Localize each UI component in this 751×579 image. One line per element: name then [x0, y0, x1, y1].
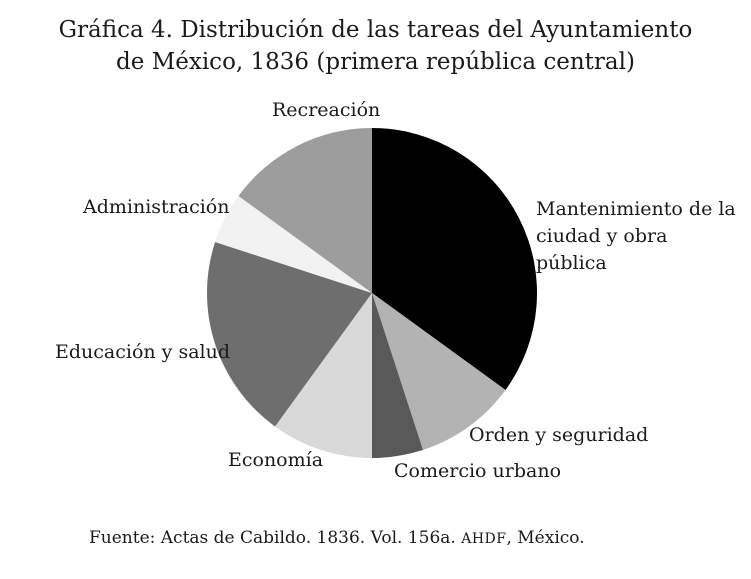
pie-slice-educacion-y-salud [207, 242, 372, 427]
label-comercio-urbano: Comercio urbano [394, 460, 562, 482]
label-administracion: Administración [83, 196, 230, 218]
pie-slice-mantenimiento-de-la-ciudad-y-obra-publica [372, 128, 537, 390]
label-mantenimiento-ciudad-obra-publica: Mantenimiento de la ciudad y obra públic… [536, 198, 736, 274]
chart-title: Gráfica 4. Distribución de las tareas de… [0, 14, 751, 78]
label-economia: Economía [228, 449, 324, 471]
pie-slice-comercio-urbano [372, 293, 423, 458]
source-text: Fuente: Actas de Cabildo. 1836. Vol. 156… [89, 528, 462, 548]
pie-slice-orden-y-seguridad [372, 293, 506, 450]
pie-slice-administracion [215, 196, 372, 293]
source-note: Fuente: Actas de Cabildo. 1836. Vol. 156… [89, 528, 585, 548]
pie-slice-economia [275, 293, 372, 458]
archive-abbreviation: AHDF [461, 531, 507, 547]
source-text-suffix: , México. [506, 528, 585, 548]
chart-title-line1: Gráfica 4. Distribución de las tareas de… [58, 17, 693, 43]
label-educacion-y-salud: Educación y salud [55, 341, 230, 363]
label-recreacion: Recreación [272, 99, 381, 121]
chart-title-line2: de México, 1836 (primera república centr… [116, 49, 635, 75]
label-orden-y-seguridad: Orden y seguridad [469, 424, 649, 446]
pie-slice-recreacion [238, 128, 372, 293]
